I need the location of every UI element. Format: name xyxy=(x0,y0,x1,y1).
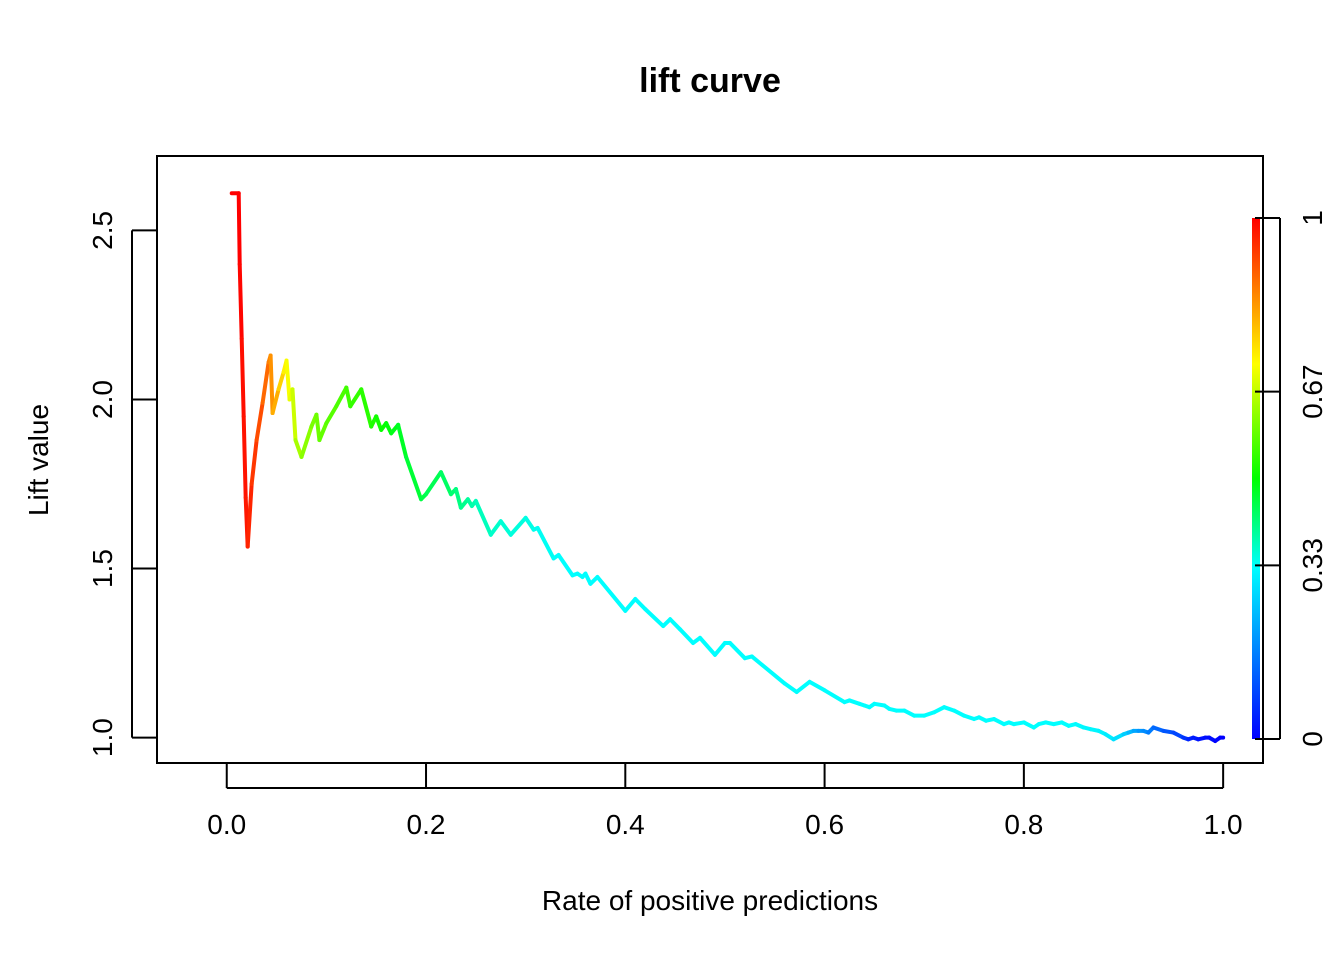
y-axis-label: Lift value xyxy=(23,404,54,516)
y-tick-label: 1.5 xyxy=(87,549,118,588)
curve-segment xyxy=(359,387,374,429)
curve-segment xyxy=(324,404,339,426)
curve-segment xyxy=(749,654,787,686)
curve-segment xyxy=(260,360,271,405)
x-tick-label: 0.6 xyxy=(805,809,844,840)
curve-segment xyxy=(245,482,254,549)
colorbar-tick-label: 0.33 xyxy=(1297,538,1328,593)
curve-segment xyxy=(643,607,666,629)
colorbar-tick-label: 1 xyxy=(1297,210,1328,226)
curve-segment xyxy=(348,387,364,409)
chart-title: lift curve xyxy=(639,62,781,100)
colorbar xyxy=(1252,218,1260,739)
lift-series xyxy=(229,191,1226,744)
curve-segment xyxy=(236,191,242,267)
curve-segment xyxy=(424,470,443,497)
curve-segment xyxy=(276,370,286,392)
x-tick-label: 0.8 xyxy=(1004,809,1043,840)
curve-segment xyxy=(284,358,292,402)
curve-segment xyxy=(698,635,717,657)
curve-segment xyxy=(633,596,648,612)
curve-segment xyxy=(268,353,275,416)
curve-segment xyxy=(678,627,696,645)
curve-segment xyxy=(488,519,503,537)
curve-segment xyxy=(727,640,747,661)
curve-segment xyxy=(782,681,799,694)
curve-segment xyxy=(535,525,556,561)
curve-segment xyxy=(344,385,353,409)
curve-segment xyxy=(623,596,638,613)
x-axis: 0.0 0.2 0.4 0.6 0.8 1.0 xyxy=(207,763,1243,840)
curve-segment xyxy=(668,617,683,632)
curve-segment xyxy=(374,414,384,432)
curve-segment xyxy=(299,424,314,459)
curve-segment xyxy=(807,679,827,693)
y-axis: 1.0 1.5 2.0 2.5 xyxy=(87,211,157,757)
colorbar-tick-label: 0.67 xyxy=(1297,364,1328,419)
curve-segment xyxy=(822,688,847,705)
curve-segment xyxy=(523,515,536,532)
curve-segment xyxy=(404,454,424,502)
curve-segment xyxy=(237,262,244,341)
curve-segment xyxy=(396,422,409,459)
x-axis-label: Rate of positive predictions xyxy=(542,885,878,916)
curve-segment xyxy=(334,385,349,409)
colorbar-axis: 0 0.33 0.67 1 xyxy=(1255,210,1328,747)
curve-segment xyxy=(314,412,322,443)
colorbar-tick-label: 0 xyxy=(1297,731,1328,747)
curve-segment xyxy=(239,336,246,419)
curve-segment xyxy=(473,498,493,537)
y-tick-label: 2.0 xyxy=(87,380,118,419)
x-tick-label: 0.0 xyxy=(207,809,246,840)
curve-segment xyxy=(508,515,528,537)
x-tick-label: 0.4 xyxy=(606,809,645,840)
curve-segment xyxy=(249,438,259,487)
curve-segment xyxy=(290,387,298,443)
curve-segment xyxy=(595,575,628,613)
curve-segment xyxy=(241,414,248,500)
x-tick-label: 1.0 xyxy=(1204,809,1243,840)
y-tick-label: 1.0 xyxy=(87,718,118,757)
curve-segment xyxy=(498,519,513,537)
curve-segment xyxy=(453,487,463,510)
plot-frame xyxy=(156,155,1264,764)
curve-segment xyxy=(254,400,265,443)
y-tick-label: 2.5 xyxy=(87,211,118,250)
curve-segment xyxy=(712,640,727,657)
curve-segment xyxy=(438,470,453,497)
curve-segment xyxy=(270,387,281,416)
x-tick-label: 0.2 xyxy=(407,809,446,840)
curve-segment xyxy=(794,679,812,694)
curve-segment xyxy=(317,421,329,443)
curve-segment xyxy=(556,553,575,578)
